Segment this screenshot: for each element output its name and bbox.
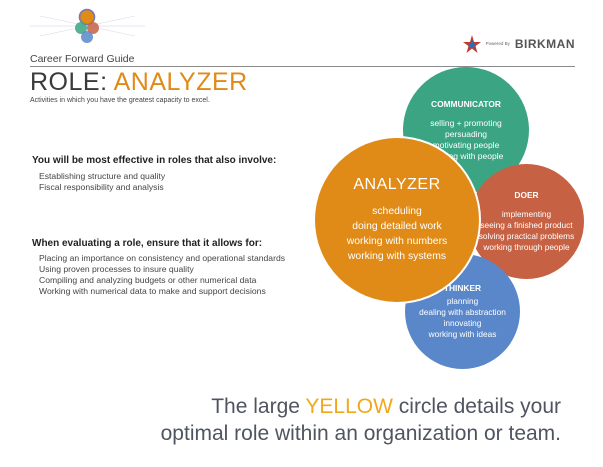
role-prefix: ROLE: <box>30 68 114 96</box>
circle-line: doing detailed work <box>352 221 442 232</box>
list-item: Using proven processes to insure quality <box>39 264 194 274</box>
role-title: ROLE: ANALYZER <box>30 70 248 95</box>
footer-line-2: optimal role within an organization or t… <box>160 422 561 445</box>
circle-line: implementing <box>501 209 552 219</box>
birkman-circles-logo-icon <box>30 8 145 43</box>
list-item: Fiscal responsibility and analysis <box>39 182 164 192</box>
circle-line: dealing with abstraction <box>419 307 506 317</box>
footer-line-1: The large YELLOW circle details your <box>161 393 561 420</box>
birkman-star-icon <box>462 35 481 53</box>
footer-text: The large <box>211 395 306 418</box>
circle-title: THINKER <box>443 283 482 293</box>
section-list: Placing an importance on consistency and… <box>39 253 285 297</box>
footer-highlight: YELLOW <box>305 395 393 418</box>
brand-prefix: Powered By <box>485 40 510 46</box>
circle-line: scheduling <box>372 206 422 217</box>
analyzer-circle: ANALYZER scheduling doing detailed work … <box>315 138 479 302</box>
circle-line: innovating <box>443 318 482 328</box>
list-item: Establishing structure and quality <box>39 171 166 181</box>
circle-line: working with numbers <box>346 236 448 247</box>
brand-logo: Powered By BIRKMAN <box>462 34 575 54</box>
circle-title: COMMUNICATOR <box>431 98 501 109</box>
section-heading: When evaluating a role, ensure that it a… <box>32 238 263 249</box>
circle-line: selling + promoting <box>430 117 502 128</box>
circle-line: motivating people <box>432 139 500 150</box>
circle-line: persuading <box>444 128 488 139</box>
header-divider <box>30 66 575 67</box>
list-item: Compiling and analyzing budgets or other… <box>39 275 257 285</box>
list-item: Working with numerical data to make and … <box>39 286 266 296</box>
footer-text: circle details your <box>392 395 561 418</box>
circle-line: working with people <box>428 150 504 161</box>
section-heading: You will be most effective in roles that… <box>32 155 277 166</box>
role-name: ANALYZER <box>113 68 248 96</box>
circle-line: solving practical problems <box>478 231 575 241</box>
circle-line: working through people <box>483 242 570 252</box>
circle-line: seeing a finished product <box>480 220 573 230</box>
brand-name: BIRKMAN <box>514 37 575 51</box>
footer-caption: The large YELLOW circle details your opt… <box>161 393 561 447</box>
circle-line: working with systems <box>347 251 447 262</box>
guide-title: Career Forward Guide <box>30 53 135 65</box>
section-list: Establishing structure and quality Fisca… <box>39 171 165 193</box>
circle-line: working with ideas <box>428 329 497 339</box>
list-item: Placing an importance on consistency and… <box>39 253 286 263</box>
circle-title: DOER <box>514 190 539 200</box>
role-subtitle: Activities in which you have the greates… <box>30 97 210 104</box>
circle-line: planning <box>446 296 479 306</box>
circle-title: ANALYZER <box>353 176 441 193</box>
